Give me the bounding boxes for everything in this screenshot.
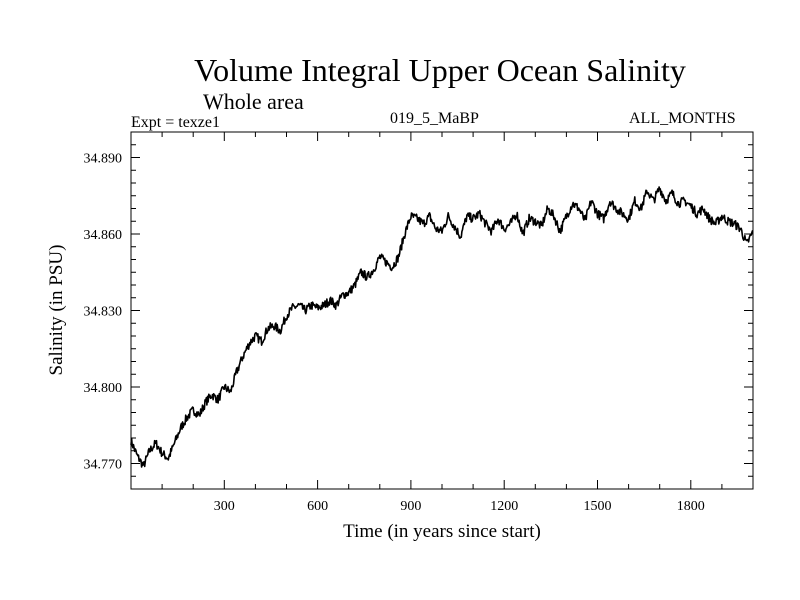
x-axis-label: Time (in years since start) [343,521,541,542]
y-tick-label: 34.800 [84,381,123,396]
x-tick-label: 600 [307,499,328,514]
x-tick-label: 900 [400,499,421,514]
y-tick-label: 34.860 [84,228,123,243]
y-axis-label: Salinity (in PSU) [46,245,67,376]
chart-title: Volume Integral Upper Ocean Salinity [194,52,686,88]
run-label: 019_5_MaBP [390,110,479,127]
y-tick-label: 34.770 [84,458,123,473]
x-tick-label: 1200 [490,499,518,514]
x-tick-label: 300 [214,499,235,514]
x-tick-label: 1800 [677,499,705,514]
y-tick-label: 34.890 [84,152,123,167]
experiment-label: Expt = texze1 [131,114,220,131]
plot-frame [130,131,754,490]
chart-subtitle: Whole area [203,89,304,114]
x-tick-label: 1500 [584,499,612,514]
months-label: ALL_MONTHS [629,110,736,127]
y-tick-label: 34.830 [84,305,123,320]
salinity-series-line [130,186,754,468]
